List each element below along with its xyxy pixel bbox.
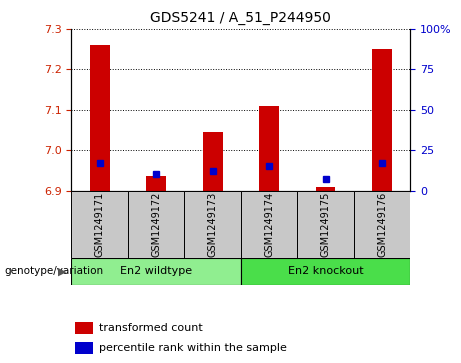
Text: En2 wildtype: En2 wildtype: [120, 266, 192, 276]
Text: GSM1249173: GSM1249173: [207, 192, 218, 257]
Bar: [146, 176, 166, 191]
Text: GSM1249171: GSM1249171: [95, 192, 105, 257]
Bar: [75, 322, 94, 334]
Text: En2 knockout: En2 knockout: [288, 266, 363, 276]
Bar: [316, 187, 336, 191]
Text: GSM1249172: GSM1249172: [151, 191, 161, 257]
Text: percentile rank within the sample: percentile rank within the sample: [99, 343, 286, 352]
Bar: [372, 49, 392, 191]
Bar: [241, 191, 297, 258]
Bar: [75, 342, 94, 354]
Text: GSM1249174: GSM1249174: [264, 192, 274, 257]
Text: GSM1249175: GSM1249175: [320, 191, 331, 257]
Bar: [90, 45, 110, 191]
Bar: [184, 191, 241, 258]
Bar: [259, 106, 279, 191]
Text: ▶: ▶: [59, 266, 67, 276]
Text: GSM1249176: GSM1249176: [377, 192, 387, 257]
Text: transformed count: transformed count: [99, 323, 202, 333]
Bar: [128, 191, 184, 258]
Bar: [354, 191, 410, 258]
Bar: [71, 258, 241, 285]
Bar: [297, 191, 354, 258]
Text: genotype/variation: genotype/variation: [5, 266, 104, 276]
Bar: [71, 191, 128, 258]
Title: GDS5241 / A_51_P244950: GDS5241 / A_51_P244950: [150, 11, 331, 25]
Bar: [203, 132, 223, 191]
Bar: [241, 258, 410, 285]
